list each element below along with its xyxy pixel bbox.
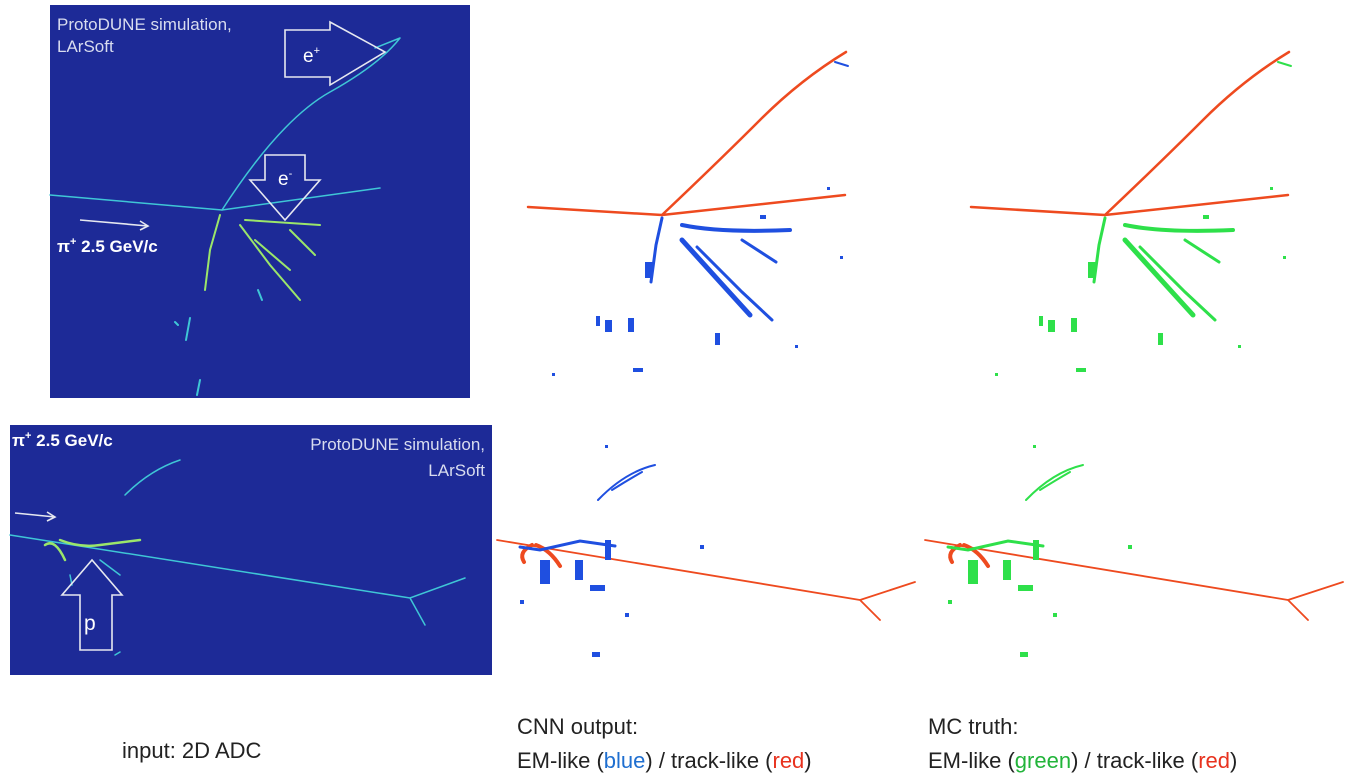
caption-part: green <box>1015 748 1071 773</box>
caption-part: ) / track-like ( <box>1071 748 1199 773</box>
label-rest: 2.5 GeV/c <box>76 237 157 256</box>
caption-part: ) <box>804 748 811 773</box>
label-base: π <box>57 237 70 256</box>
caption: EM-like (blue) / track-like (red) <box>517 748 812 773</box>
credit: ProtoDUNE simulation, <box>57 15 232 34</box>
label-sup: + <box>314 45 320 57</box>
caption: EM-like (green) / track-like (red) <box>928 748 1237 773</box>
credit: ProtoDUNE simulation, <box>310 435 485 454</box>
caption-part: ) / track-like ( <box>645 748 773 773</box>
label-base: e <box>278 169 289 190</box>
track-hits <box>925 540 1343 620</box>
caption-part: blue <box>604 748 646 773</box>
label-sup: - <box>289 168 293 180</box>
label-base: π <box>12 431 25 450</box>
credit: LArSoft <box>57 37 114 56</box>
caption-part: red <box>1198 748 1230 773</box>
caption-part: EM-like ( <box>517 748 604 773</box>
caption: MC truth: <box>928 714 1018 739</box>
figure: ProtoDUNE simulation, LArSoft e+ e- π+ 2… <box>0 0 1370 783</box>
label-base: e <box>303 46 314 67</box>
em-hits <box>552 62 848 376</box>
caption: CNN output: <box>517 714 638 739</box>
label: p <box>84 612 96 635</box>
mc-truth <box>971 52 1291 376</box>
track-hits <box>971 52 1289 215</box>
em-hits <box>995 62 1291 376</box>
track-hits <box>528 52 846 215</box>
credit: LArSoft <box>428 461 485 480</box>
caption: input: 2D ADC <box>122 738 262 763</box>
caption-part: red <box>773 748 805 773</box>
panel-background <box>50 5 470 398</box>
caption-part: ) <box>1230 748 1237 773</box>
caption-part: EM-like ( <box>928 748 1015 773</box>
track-hits <box>497 540 915 620</box>
mc-truth-bottom <box>925 445 1343 657</box>
input-bottom-panel: π+ 2.5 GeV/c ProtoDUNE simulation, LArSo… <box>10 425 492 675</box>
label-rest: 2.5 GeV/c <box>31 431 112 450</box>
input-top-panel: ProtoDUNE simulation, LArSoft e+ e- π+ 2… <box>50 5 470 398</box>
panel-background <box>10 425 492 675</box>
cnn-output <box>497 52 915 657</box>
